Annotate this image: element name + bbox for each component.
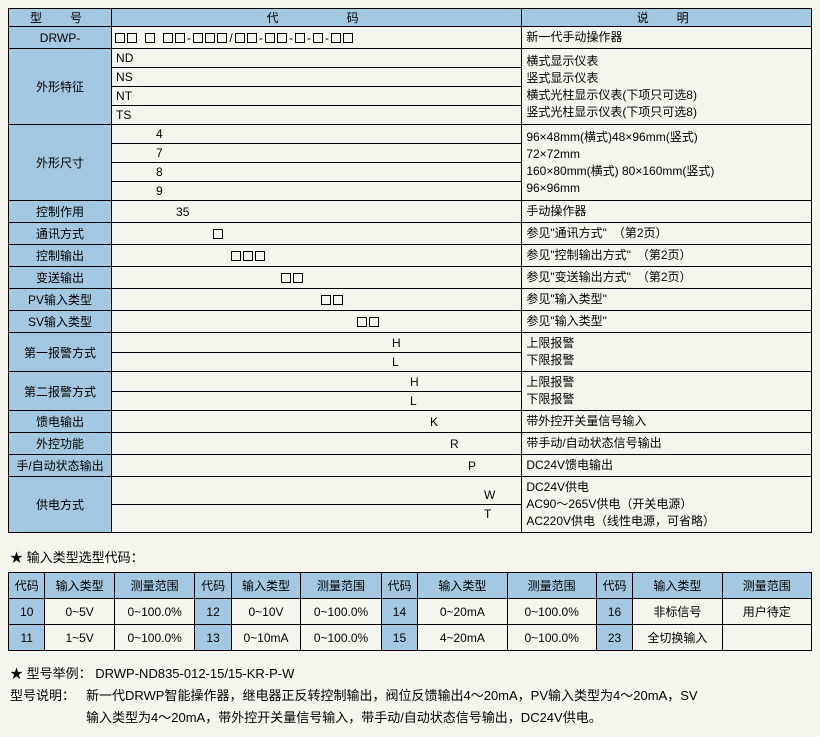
row-desc: 参见"输入类型" xyxy=(522,289,812,311)
header-code: 代 码 xyxy=(112,9,522,27)
sub-h-range: 测量范围 xyxy=(722,573,811,599)
row-code: NDNSNTTS xyxy=(112,49,522,125)
row-type: 第二报警方式 xyxy=(9,372,112,411)
sub-range: 0~100.0% xyxy=(114,599,195,625)
example-block: ★ 型号举例： DRWP-ND835-012-15/15-KR-P-W 型号说明… xyxy=(10,663,812,729)
sub-h-code: 代码 xyxy=(9,573,45,599)
sub-h-type: 输入类型 xyxy=(45,573,114,599)
row-type: 外形尺寸 xyxy=(9,125,112,201)
row-desc: 96×48mm(横式)48×96mm(竖式)72×72mm160×80mm(横式… xyxy=(522,125,812,201)
sub-code: 14 xyxy=(381,599,417,625)
example-title: ★ 型号举例： xyxy=(10,666,92,681)
sub-type: 0~5V xyxy=(45,599,114,625)
sub-h-type: 输入类型 xyxy=(633,573,722,599)
row-desc: 上限报警下限报警 xyxy=(522,333,812,372)
row-type: 第一报警方式 xyxy=(9,333,112,372)
row-type: 供电方式 xyxy=(9,477,112,533)
row-type: 馈电输出 xyxy=(9,411,112,433)
row-type: SV输入类型 xyxy=(9,311,112,333)
sub-range: 用户待定 xyxy=(722,599,811,625)
row-type: DRWP- xyxy=(9,27,112,49)
row-desc: 横式显示仪表竖式显示仪表横式光柱显示仪表(下项只可选8)竖式光柱显示仪表(下项只… xyxy=(522,49,812,125)
spec-table: 型 号 代 码 说 明 DRWP- -/----新一代手动操作器外形特征NDNS… xyxy=(8,8,812,533)
row-code: 4789 xyxy=(112,125,522,201)
row-type: 外形特征 xyxy=(9,49,112,125)
row-code: WT xyxy=(112,477,522,533)
row-desc: 参见"通讯方式" （第2页） xyxy=(522,223,812,245)
example-desc-label: 型号说明： xyxy=(10,685,86,707)
sub-type: 0~10V xyxy=(231,599,300,625)
row-type: PV输入类型 xyxy=(9,289,112,311)
row-code xyxy=(112,267,522,289)
row-code: P xyxy=(112,455,522,477)
example-desc1: 新一代DRWP智能操作器，继电器正反转控制输出，阀位反馈输出4～20mA，PV输… xyxy=(86,688,698,703)
example-desc2: 输入类型为4～20mA，带外控开关量信号输入，带手动/自动状态信号输出，DC24… xyxy=(86,710,602,725)
input-type-table: 代码输入类型测量范围代码输入类型测量范围代码输入类型测量范围代码输入类型测量范围… xyxy=(8,572,812,651)
row-type: 控制输出 xyxy=(9,245,112,267)
sub-h-range: 测量范围 xyxy=(301,573,382,599)
row-desc: 上限报警下限报警 xyxy=(522,372,812,411)
input-type-title: ★ 输入类型选型代码： xyxy=(10,547,812,566)
row-code xyxy=(112,289,522,311)
row-type: 通讯方式 xyxy=(9,223,112,245)
sub-code: 10 xyxy=(9,599,45,625)
row-type: 手/自动状态输出 xyxy=(9,455,112,477)
row-code: K xyxy=(112,411,522,433)
row-type: 变送输出 xyxy=(9,267,112,289)
sub-range: 0~100.0% xyxy=(507,599,596,625)
row-code: HL xyxy=(112,333,522,372)
row-desc: 参见"变送输出方式" （第2页） xyxy=(522,267,812,289)
row-desc: 参见"输入类型" xyxy=(522,311,812,333)
header-type: 型 号 xyxy=(9,9,112,27)
row-type: 控制作用 xyxy=(9,201,112,223)
example-model: DRWP-ND835-012-15/15-KR-P-W xyxy=(95,666,294,681)
sub-h-code: 代码 xyxy=(195,573,231,599)
header-desc: 说 明 xyxy=(522,9,812,27)
row-desc: DC24V供电AC90～265V供电（开关电源）AC220V供电（线性电源，可省… xyxy=(522,477,812,533)
row-desc: DC24V馈电输出 xyxy=(522,455,812,477)
row-code xyxy=(112,223,522,245)
sub-h-range: 测量范围 xyxy=(507,573,596,599)
sub-h-code: 代码 xyxy=(381,573,417,599)
row-type: 外控功能 xyxy=(9,433,112,455)
row-desc: 带手动/自动状态信号输出 xyxy=(522,433,812,455)
row-code: -/---- xyxy=(112,27,522,49)
row-code: 35 xyxy=(112,201,522,223)
row-desc: 带外控开关量信号输入 xyxy=(522,411,812,433)
sub-code: 12 xyxy=(195,599,231,625)
sub-h-type: 输入类型 xyxy=(231,573,300,599)
row-desc: 新一代手动操作器 xyxy=(522,27,812,49)
sub-type: 非标信号 xyxy=(633,599,722,625)
row-code xyxy=(112,311,522,333)
sub-type: 0~20mA xyxy=(418,599,507,625)
sub-h-range: 测量范围 xyxy=(114,573,195,599)
row-desc: 参见"控制输出方式" （第2页） xyxy=(522,245,812,267)
sub-range: 0~100.0% xyxy=(301,599,382,625)
sub-h-code: 代码 xyxy=(596,573,632,599)
row-code: HL xyxy=(112,372,522,411)
row-desc: 手动操作器 xyxy=(522,201,812,223)
row-code: R xyxy=(112,433,522,455)
sub-h-type: 输入类型 xyxy=(418,573,507,599)
sub-code: 16 xyxy=(596,599,632,625)
row-code xyxy=(112,245,522,267)
